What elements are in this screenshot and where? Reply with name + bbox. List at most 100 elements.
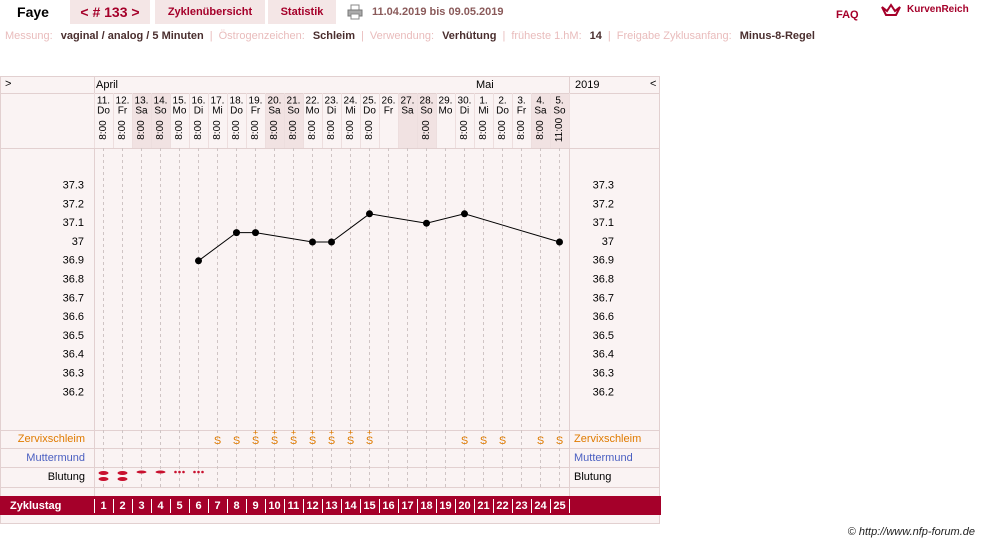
y2-tick-label: 36.6 — [593, 311, 614, 323]
info-label: Verwendung: — [369, 30, 435, 42]
time: 8:00 — [516, 120, 527, 140]
cycle-day: 11 — [288, 500, 300, 512]
faq-link[interactable]: FAQ — [836, 9, 859, 21]
y2-tick-label: 36.9 — [593, 255, 614, 267]
cycle-day: 25 — [553, 500, 565, 512]
cervix-sign: S — [309, 435, 316, 447]
cycle-day: 3 — [138, 500, 144, 512]
cycle-nav[interactable]: < # 133 > — [70, 0, 150, 24]
footer: © http://www.nfp-forum.de — [847, 526, 975, 538]
time: 8:00 — [459, 120, 470, 140]
y-tick-label: 36.5 — [63, 330, 84, 342]
cervix-plus: + — [348, 427, 353, 437]
cycle-day: 8 — [233, 500, 239, 512]
row-label: Muttermund — [26, 452, 85, 464]
temperature-point — [252, 229, 259, 237]
y-tick-label: 36.2 — [63, 386, 84, 398]
cycle-day: 18 — [420, 500, 432, 512]
cervix-sign: S — [480, 435, 487, 447]
y-tick-label: 36.3 — [63, 368, 84, 380]
weekend-shade — [531, 93, 550, 148]
logo-text[interactable]: KurvenReich — [907, 4, 969, 15]
info-value: Minus-8-Regel — [739, 30, 815, 42]
y-tick-label: 37 — [72, 236, 84, 248]
y2-tick-label: 37 — [602, 236, 614, 248]
cycle-day: 12 — [306, 500, 318, 512]
cervix-sign: S — [290, 435, 297, 447]
info-value: Verhütung — [442, 30, 497, 42]
weekday: Fr — [251, 106, 261, 117]
time: 8:00 — [345, 120, 356, 140]
y-tick-label: 36.8 — [63, 274, 84, 286]
date: 15. — [173, 96, 187, 107]
cycle-bar — [0, 496, 661, 515]
separator: | — [502, 30, 506, 42]
separator: | — [209, 30, 213, 42]
info-bar: Messung: vaginal / analog / 5 Minuten | Öst… — [5, 29, 821, 43]
cycle-day: 5 — [176, 500, 182, 512]
month: Mai — [476, 79, 494, 91]
row-label: Muttermund — [574, 452, 633, 464]
weekday: Di — [460, 106, 469, 117]
logo-icon — [881, 3, 901, 16]
weekend-shade — [417, 93, 436, 148]
date: 28. — [420, 96, 434, 107]
cervix-plus: + — [291, 427, 296, 437]
date: 20. — [268, 96, 282, 107]
temperature-point — [195, 257, 202, 265]
time: 8:00 — [497, 120, 508, 140]
y-tick-label: 36.7 — [63, 292, 84, 304]
time: 8:00 — [326, 120, 337, 140]
weekday: So — [420, 106, 433, 117]
cervix-plus: + — [272, 427, 277, 437]
y-tick-label: 36.9 — [63, 255, 84, 267]
time: 8:00 — [136, 120, 147, 140]
year: 2019 — [575, 79, 599, 91]
weekday: Do — [363, 106, 376, 117]
weekday: Sa — [268, 106, 281, 117]
date: 2. — [498, 96, 506, 107]
date: 11. — [97, 96, 110, 107]
weekend-shade — [265, 93, 284, 148]
cycle-day: 20 — [458, 500, 470, 512]
y2-tick-label: 36.2 — [593, 386, 614, 398]
nav-left: > — [5, 78, 11, 90]
user-name: Faye — [17, 4, 49, 20]
time: 8:00 — [535, 120, 546, 140]
weekday: Mi — [345, 106, 356, 117]
cervix-sign: S — [271, 435, 278, 447]
weekday: Mo — [173, 106, 187, 117]
y-tick-label: 37.1 — [63, 217, 84, 229]
time: 8:00 — [117, 120, 128, 140]
row-label: Blutung — [48, 471, 85, 483]
cycle-day: 2 — [119, 500, 125, 512]
tab[interactable]: Statistik — [268, 0, 336, 24]
y2-tick-label: 36.7 — [593, 292, 614, 304]
temperature-point — [366, 210, 373, 218]
time: 8:00 — [478, 120, 489, 140]
date: 1. — [479, 96, 487, 107]
tab[interactable]: Zyklenübersicht — [155, 0, 265, 24]
month: April — [96, 79, 118, 91]
cycle-day: 7 — [214, 500, 220, 512]
y-tick-label: 37.2 — [63, 198, 84, 210]
date: 13. — [135, 96, 149, 107]
cycle-day: 23 — [515, 500, 527, 512]
y-tick-label: 37.3 — [63, 180, 84, 192]
weekday: Do — [97, 106, 110, 117]
time: 11:00 — [554, 117, 565, 142]
date: 17. — [211, 96, 225, 107]
printer-icon[interactable] — [347, 4, 363, 20]
time: 8:00 — [231, 120, 242, 140]
weekday: Di — [327, 106, 336, 117]
cervix-sign: S — [252, 435, 259, 447]
date: 30. — [458, 96, 472, 107]
y-tick-label: 36.6 — [63, 311, 84, 323]
y2-tick-label: 36.5 — [593, 330, 614, 342]
cervix-sign: S — [556, 435, 563, 447]
cycle-day: 10 — [268, 500, 280, 512]
info-value: vaginal / analog / 5 Minuten — [60, 30, 204, 42]
weekday: Fr — [517, 106, 527, 117]
date: 16. — [192, 96, 206, 107]
